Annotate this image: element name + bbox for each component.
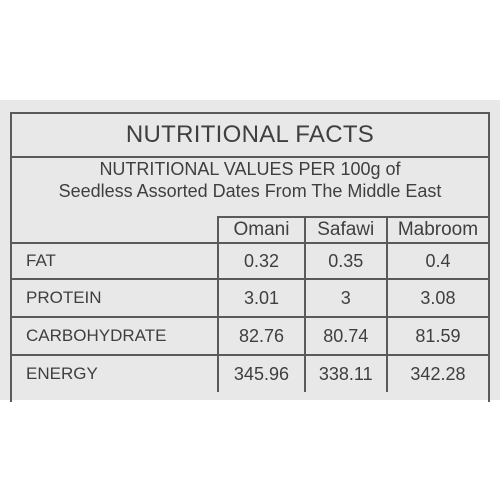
value-cell: 0.35 bbox=[303, 242, 386, 278]
subtitle-line-1: NUTRITIONAL VALUES PER 100g of bbox=[99, 159, 401, 179]
value-cell: 0.4 bbox=[385, 242, 489, 278]
value-cell: 80.74 bbox=[303, 316, 386, 354]
nutrition-facts-table: NUTRITIONAL FACTS NUTRITIONAL VALUES PER… bbox=[10, 112, 490, 402]
table-row: ENERGY 345.96 338.11 342.28 bbox=[12, 354, 489, 392]
header-blank-cell bbox=[12, 216, 217, 242]
value-cell: 342.28 bbox=[385, 354, 489, 392]
value-cell: 82.76 bbox=[217, 316, 304, 354]
subtitle-line-2: Seedless Assorted Dates From The Middle … bbox=[58, 181, 442, 201]
nutrient-name: CARBOHYDRATE bbox=[12, 316, 218, 354]
value-cell: 81.59 bbox=[385, 316, 489, 354]
value-cell: 3.08 bbox=[385, 278, 489, 316]
nutrient-name: FAT bbox=[12, 242, 218, 278]
nutrition-grid: Omani Safawi Mabroom FAT 0.32 0.35 0.4 P… bbox=[12, 216, 489, 392]
column-header-omani: Omani bbox=[217, 216, 304, 242]
column-header-row: Omani Safawi Mabroom bbox=[12, 216, 489, 242]
nutrient-name: ENERGY bbox=[12, 354, 218, 392]
table-row: PROTEIN 3.01 3 3.08 bbox=[12, 278, 489, 316]
table-row: CARBOHYDRATE 82.76 80.74 81.59 bbox=[12, 316, 489, 354]
column-header-safawi: Safawi bbox=[303, 216, 386, 242]
value-cell: 0.32 bbox=[217, 242, 304, 278]
table-title: NUTRITIONAL FACTS bbox=[12, 114, 488, 158]
column-header-mabroom: Mabroom bbox=[385, 216, 489, 242]
value-cell: 345.96 bbox=[217, 354, 304, 392]
value-cell: 3 bbox=[303, 278, 386, 316]
value-cell: 338.11 bbox=[303, 354, 386, 392]
table-subtitle: NUTRITIONAL VALUES PER 100g of Seedless … bbox=[12, 158, 488, 202]
label-background bbox=[0, 100, 500, 400]
table-row: FAT 0.32 0.35 0.4 bbox=[12, 242, 489, 278]
nutrient-name: PROTEIN bbox=[12, 278, 218, 316]
value-cell: 3.01 bbox=[217, 278, 304, 316]
